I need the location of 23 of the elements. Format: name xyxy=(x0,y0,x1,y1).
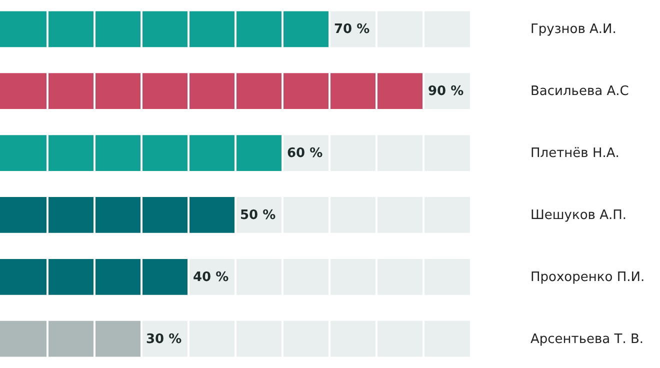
bar xyxy=(0,73,423,110)
bar xyxy=(282,135,470,171)
bar xyxy=(0,135,282,171)
bar xyxy=(188,258,470,295)
bar xyxy=(141,320,470,357)
bar xyxy=(0,197,235,233)
data-label: 40 % xyxy=(193,270,229,285)
y-tick-label: Прохоренко П.И. xyxy=(530,270,645,285)
bar xyxy=(0,320,141,357)
data-label: 50 % xyxy=(240,208,276,223)
y-tick-label: Васильева А.С xyxy=(530,84,629,100)
data-label: 60 % xyxy=(287,146,323,162)
bar xyxy=(0,11,329,48)
bar xyxy=(329,11,470,48)
data-label: 30 % xyxy=(146,332,182,347)
y-tick-label: Арсентьева Т. В. xyxy=(530,332,644,347)
y-tick-label: Плетнёв Н.А. xyxy=(530,146,620,162)
bar xyxy=(235,197,470,233)
y-tick-label: Шешуков А.П. xyxy=(530,208,627,223)
bar xyxy=(0,258,188,295)
y-tick-label: Грузнов А.И. xyxy=(530,22,616,38)
data-label: 90 % xyxy=(428,84,464,100)
data-label: 70 % xyxy=(334,22,370,38)
